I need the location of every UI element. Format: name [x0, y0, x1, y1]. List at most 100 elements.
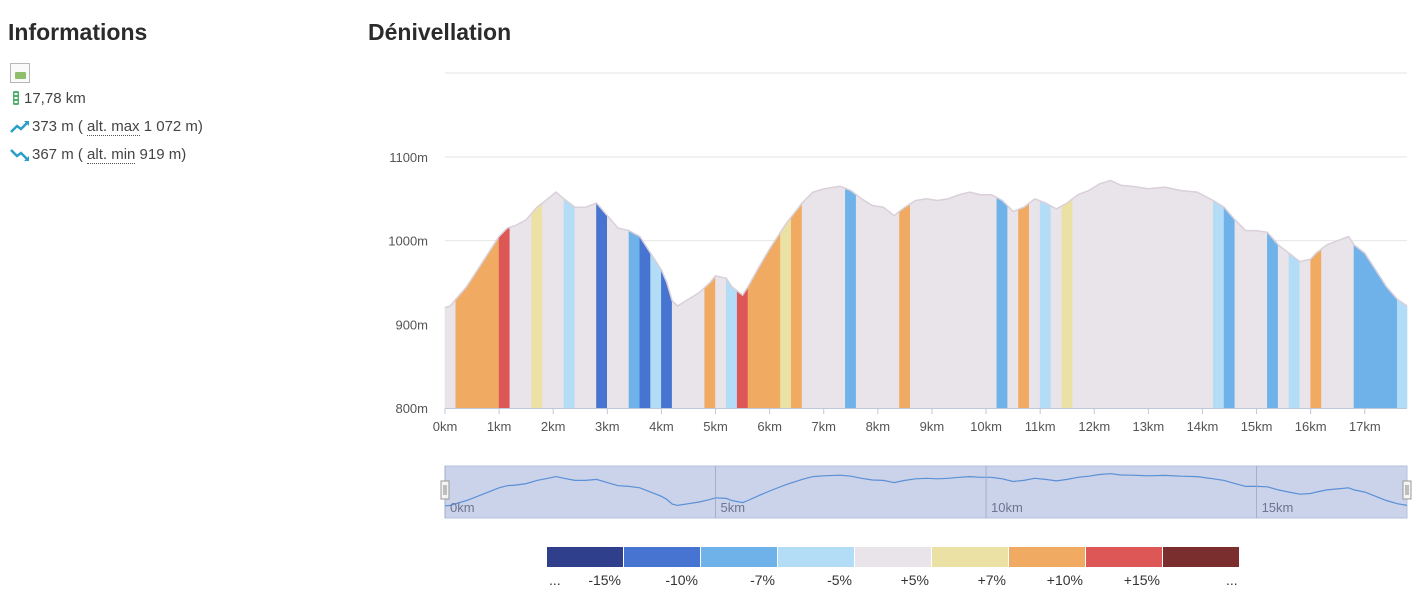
navigator-tick-label: 15km: [1262, 500, 1294, 515]
slope-segment: [1299, 258, 1312, 409]
y-tick-label: 900m: [395, 317, 428, 332]
x-tick-label: 12km: [1078, 419, 1110, 434]
slope-segment: [1223, 206, 1236, 409]
x-tick-label: 13km: [1132, 419, 1164, 434]
elevation-line: [444, 179, 1408, 309]
slope-segment: [661, 269, 673, 409]
descent-icon: [10, 149, 29, 161]
navigator-tick-label: 5km: [721, 500, 746, 515]
navigator-tick-label: 10km: [991, 500, 1023, 515]
slope-segment: [780, 216, 792, 409]
slope-segment: [542, 191, 565, 409]
slope-segment: [574, 202, 597, 409]
legend-swatch: [1009, 547, 1085, 567]
slope-segment: [650, 252, 662, 409]
slope-segment: [996, 197, 1009, 409]
x-tick-label: 2km: [541, 419, 566, 434]
x-tick-label: 0km: [433, 419, 458, 434]
elevation-title: Dénivellation: [368, 19, 512, 45]
slope-segment: [1039, 200, 1052, 409]
slope-segment: [790, 202, 803, 409]
slope-segment: [899, 203, 911, 409]
alt-min-abbr: alt. min: [87, 146, 136, 164]
slope-segment: [1007, 205, 1019, 409]
slope-segment: [715, 275, 727, 409]
x-tick-label: 11km: [1025, 419, 1056, 434]
alt-min-value: 919 m): [135, 146, 187, 163]
navigator-handle-left[interactable]: [440, 480, 450, 500]
x-tick-label: 5km: [703, 419, 728, 434]
x-tick-label: 15km: [1241, 419, 1273, 434]
slope-segment: [1277, 244, 1290, 409]
ascent-value: 373 m (: [32, 118, 83, 135]
x-tick-label: 6km: [757, 419, 782, 434]
legend-label: -15%: [588, 572, 621, 588]
y-tick-label: 1100m: [389, 150, 428, 165]
x-tick-label: 16km: [1295, 419, 1327, 434]
navigator-handle-right[interactable]: [1402, 480, 1412, 500]
x-tick-label: 8km: [866, 419, 891, 434]
legend-label: +5%: [901, 572, 929, 588]
slope-segment: [628, 230, 641, 409]
slope-segment: [1310, 248, 1322, 409]
legend-label: +10%: [1047, 572, 1083, 588]
descent-row: 367 m ( alt. min 919 m): [10, 145, 186, 165]
x-tick-label: 3km: [595, 419, 620, 434]
ascent-row: 373 m ( alt. max 1 072 m): [10, 117, 203, 137]
legend-swatch: [1086, 547, 1162, 567]
x-tick-label: 4km: [649, 419, 674, 434]
slope-segment: [845, 187, 857, 409]
legend-label: -7%: [750, 572, 775, 588]
legend-swatch: [624, 547, 700, 567]
slope-segment: [596, 202, 608, 409]
x-tick-label: 10km: [970, 419, 1002, 434]
slope-segment: [725, 277, 738, 409]
distance-icon: [13, 91, 19, 105]
distance-value: 17,78 km: [24, 90, 86, 107]
legend-label: ...: [1226, 572, 1238, 588]
x-tick-label: 7km: [811, 419, 836, 434]
ascent-icon: [10, 121, 29, 133]
handle-body: [1402, 480, 1412, 500]
slope-legend: ... -15% -10% -7% -5% +5% +7% +10% +15%...: [547, 547, 1239, 588]
slope-segment: [444, 298, 457, 409]
informations-title: Informations: [8, 19, 148, 45]
slope-segment: [704, 274, 716, 409]
slope-segment: [1072, 180, 1214, 409]
legend-swatch: [855, 547, 931, 567]
legend-swatch: [547, 547, 623, 567]
legend-swatch: [701, 547, 777, 567]
legend-label: -5%: [827, 572, 852, 588]
slope-segment: [1212, 199, 1225, 409]
alt-max-value: 1 072 m): [139, 118, 203, 135]
legend-label: +15%: [1124, 572, 1160, 588]
x-tick-label: 17km: [1349, 419, 1381, 434]
slope-segment: [563, 198, 576, 409]
slope-segment: [1321, 236, 1355, 409]
handle-body: [440, 480, 450, 500]
route-thumbnail-image: [10, 63, 30, 83]
navigator-tick-label: 0km: [450, 500, 475, 515]
slope-segment: [1018, 202, 1030, 409]
navigator[interactable]: 0km 5km 10km 15km: [440, 465, 1412, 519]
slope-segment: [1028, 198, 1041, 409]
navigator-window: [444, 465, 1408, 519]
descent-value: 367 m (: [32, 146, 83, 163]
x-tick-label: 14km: [1187, 419, 1219, 434]
elevation-chart[interactable]: 800m 900m 1000m 1100m 0km 1km 2km 3km 4km 5km 6km 7…: [360, 60, 1415, 530]
slope-segment: [1267, 231, 1279, 409]
alt-max-abbr: alt. max: [87, 118, 140, 136]
slope-segment: [801, 185, 846, 409]
slope-segment: [1234, 219, 1268, 409]
legend-swatch: [778, 547, 854, 567]
x-tick-label: 9km: [920, 419, 945, 434]
slope-segment: [639, 235, 651, 409]
legend-swatch: [1163, 547, 1239, 567]
slope-segment: [1288, 252, 1301, 409]
x-tick-label: 1km: [487, 419, 512, 434]
legend-swatch: [932, 547, 1008, 567]
slope-segment: [607, 214, 630, 409]
legend-label: ...: [549, 572, 561, 588]
distance-row: 17,78 km: [10, 89, 86, 109]
y-tick-label: 1000m: [388, 234, 428, 249]
